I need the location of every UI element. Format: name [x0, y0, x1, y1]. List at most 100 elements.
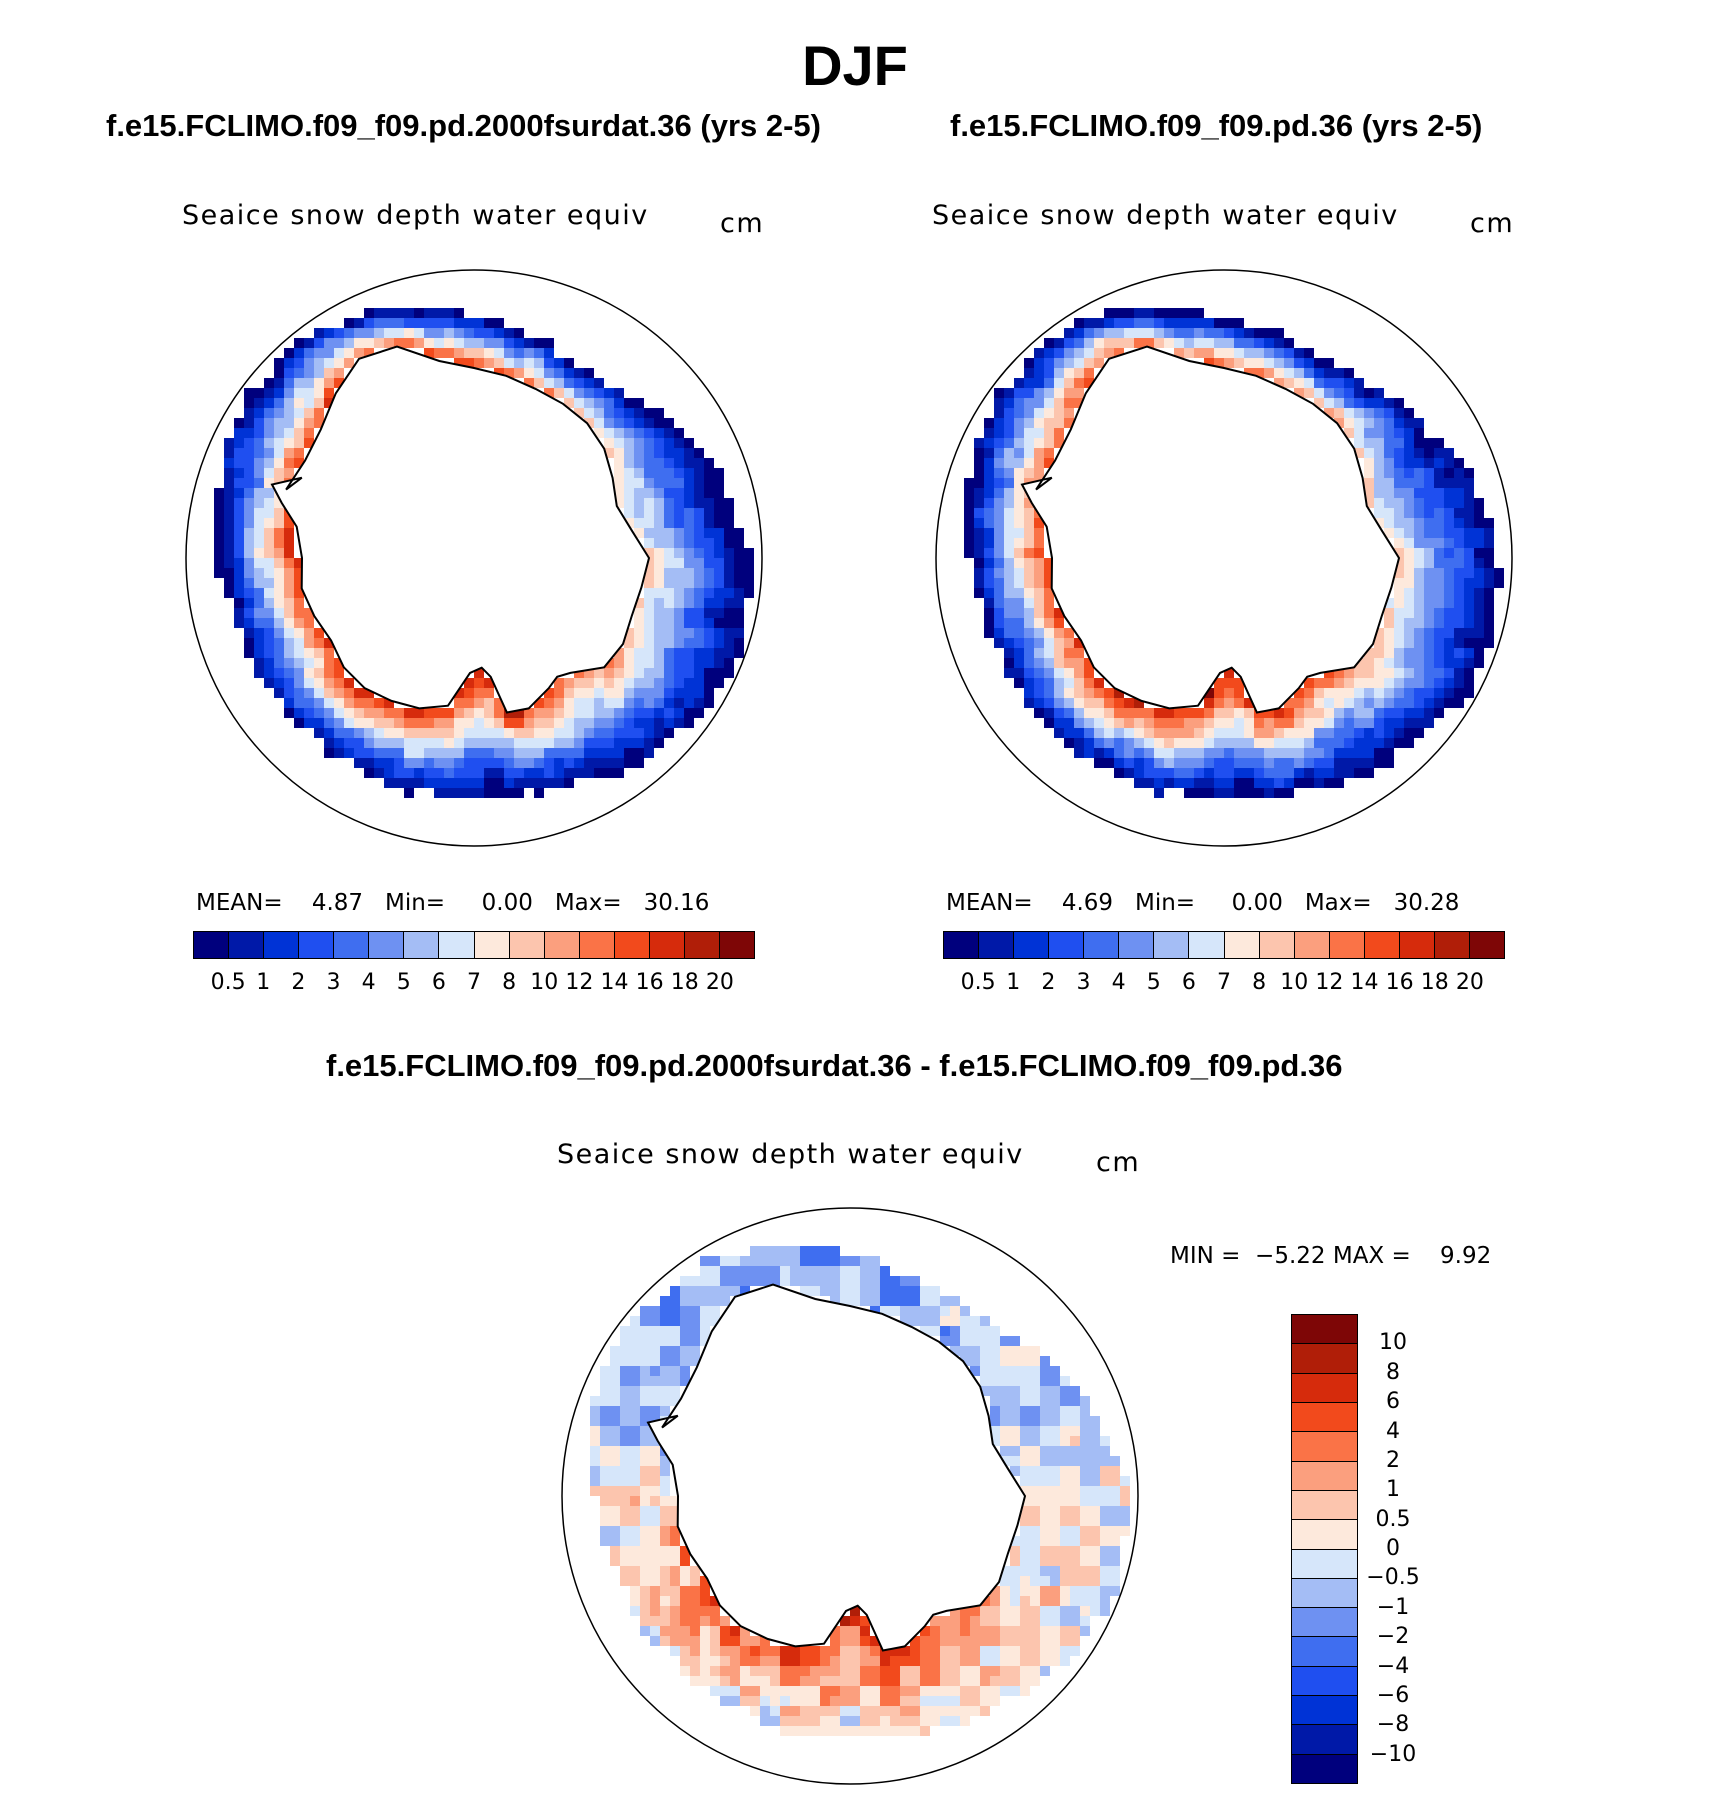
grid-cell [1010, 1406, 1020, 1416]
grid-cell [1000, 1656, 1010, 1666]
grid-cell [1124, 708, 1134, 718]
grid-cell [850, 1706, 860, 1716]
grid-cell [990, 1386, 1000, 1396]
grid-cell [1414, 418, 1424, 428]
grid-cell [674, 588, 684, 598]
grid-cell [1004, 598, 1014, 608]
grid-cell [1144, 728, 1154, 738]
grid-cell [1364, 488, 1374, 498]
grid-cell [1064, 378, 1074, 388]
grid-cell [1384, 628, 1394, 638]
grid-cell [1434, 468, 1444, 478]
grid-cell [1090, 1536, 1100, 1546]
grid-cell [1224, 738, 1234, 748]
grid-cell [254, 418, 264, 428]
grid-cell [674, 648, 684, 658]
grid-cell [760, 1716, 770, 1726]
grid-cell [994, 608, 1004, 618]
grid-cell [644, 468, 654, 478]
grid-cell [1114, 338, 1124, 348]
grid-cell [1000, 1666, 1010, 1676]
grid-cell [694, 448, 704, 458]
grid-cell [234, 548, 244, 558]
grid-cell [690, 1356, 700, 1366]
grid-cell [810, 1286, 820, 1296]
grid-cell [674, 478, 684, 488]
grid-cell [434, 708, 444, 718]
grid-cell [554, 678, 564, 688]
grid-cell [1214, 748, 1224, 758]
grid-cell [1084, 708, 1094, 718]
grid-cell [554, 738, 564, 748]
grid-cell [660, 1316, 670, 1326]
grid-cell [664, 558, 674, 568]
grid-cell [1024, 378, 1034, 388]
grid-cell [1474, 628, 1484, 638]
grid-cell [1010, 1336, 1020, 1346]
grid-cell [1284, 748, 1294, 758]
grid-cell [974, 458, 984, 468]
grid-cell [880, 1266, 890, 1276]
grid-cell [1080, 1596, 1090, 1606]
grid-cell [494, 338, 504, 348]
panel2-units: cm [1470, 208, 1515, 239]
grid-cell [1234, 318, 1244, 328]
grid-cell [1050, 1446, 1060, 1456]
grid-cell [1110, 1516, 1120, 1526]
grid-cell [1020, 1476, 1030, 1486]
grid-cell [890, 1276, 900, 1286]
grid-cell [780, 1646, 790, 1656]
grid-cell [594, 748, 604, 758]
grid-cell [444, 728, 454, 738]
grid-cell [624, 418, 634, 428]
grid-cell [284, 588, 294, 598]
grid-cell [1034, 568, 1044, 578]
grid-cell [1070, 1486, 1080, 1496]
grid-cell [384, 758, 394, 768]
grid-cell [444, 338, 454, 348]
grid-cell [384, 338, 394, 348]
grid-cell [354, 688, 364, 698]
grid-cell [714, 558, 724, 568]
grid-cell [1424, 568, 1434, 578]
grid-cell [264, 568, 274, 578]
grid-cell [304, 338, 314, 348]
grid-cell [574, 408, 584, 418]
grid-cell [1054, 368, 1064, 378]
grid-cell [690, 1626, 700, 1636]
grid-cell [1174, 778, 1184, 788]
grid-cell [1324, 728, 1334, 738]
grid-cell [314, 418, 324, 428]
grid-cell [710, 1596, 720, 1606]
grid-cell [1164, 778, 1174, 788]
grid-cell [444, 788, 454, 798]
grid-cell [434, 728, 444, 738]
grid-cell [734, 558, 744, 568]
grid-cell [1060, 1446, 1070, 1456]
grid-cell [710, 1276, 720, 1286]
grid-cell [1224, 768, 1234, 778]
grid-cell [1174, 738, 1184, 748]
grid-cell [1354, 418, 1364, 428]
grid-cell [1144, 318, 1154, 328]
grid-cell [574, 738, 584, 748]
grid-cell [750, 1676, 760, 1686]
grid-cell [980, 1366, 990, 1376]
colorbar-swatch [1224, 932, 1260, 958]
grid-cell [1184, 708, 1194, 718]
grid-cell [1464, 518, 1474, 528]
grid-cell [684, 558, 694, 568]
grid-cell [1434, 608, 1444, 618]
grid-cell [444, 758, 454, 768]
grid-cell [1114, 708, 1124, 718]
grid-cell [1274, 718, 1284, 728]
grid-cell [760, 1646, 770, 1656]
diff-min-value: −5.22 [1255, 1243, 1326, 1269]
grid-cell [324, 328, 334, 338]
grid-cell [1114, 348, 1124, 358]
grid-cell [1074, 678, 1084, 688]
grid-cell [790, 1686, 800, 1696]
grid-cell [1264, 748, 1274, 758]
grid-cell [984, 568, 994, 578]
grid-cell [334, 658, 344, 668]
